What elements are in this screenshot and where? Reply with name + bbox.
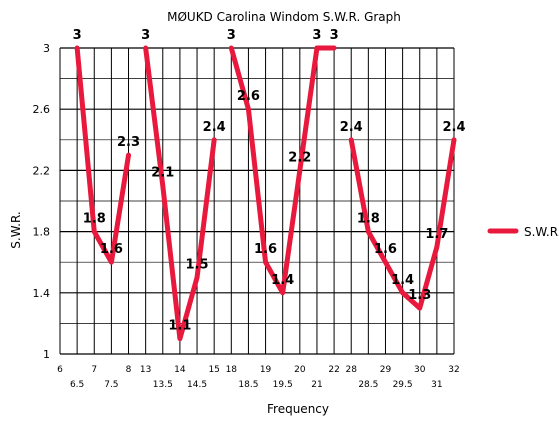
grid [59,47,455,355]
data-label: 2.3 [117,135,140,150]
y-tick-label: 1.8 [33,226,51,239]
data-label: 1.5 [186,258,209,273]
series-line-segment [348,137,457,311]
data-label: 1.4 [391,273,414,288]
data-label: 1.4 [271,273,294,288]
data-label: 3 [73,28,82,43]
x-tick-label: 20 [294,365,306,375]
series-line-segment [143,45,217,342]
y-tick-label: 2.2 [33,164,51,177]
x-tick-label: 29 [380,365,392,375]
data-label: 1.8 [83,212,106,227]
data-label: 3 [312,28,321,43]
x-tick-label: 28 [345,365,357,375]
x-tick-label: 19 [260,365,272,375]
x-tick-label: 6 [57,365,63,375]
x-tick-label: 13.5 [153,380,173,390]
x-tick-label: 7 [91,365,97,375]
x-tick-label: 14 [174,365,186,375]
data-label: 2.2 [288,150,311,165]
data-label: 1.7 [425,227,448,242]
legend: S.W.R. [487,225,559,239]
swr-series-lines [74,45,457,342]
y-tick-label: 3 [43,42,50,55]
x-tick-label: 18 [226,365,238,375]
x-tick-label: 29.5 [393,380,413,390]
series-line-segment [228,45,337,296]
data-label: 1.3 [408,288,431,303]
x-tick-label: 31 [431,380,442,390]
data-labels: 31.81.62.332.11.11.52.432.61.61.42.23 32.… [73,28,466,334]
y-tick-label: 1.4 [33,287,51,300]
x-tick-label: 19.5 [273,380,293,390]
y-tick-labels: 1 1.4 1.8 2.2 2.6 3 [33,42,51,361]
data-label: 1.6 [374,242,397,257]
data-label: 1.1 [168,319,191,334]
data-label: 2.6 [237,89,260,104]
x-tick-label: 32 [448,365,459,375]
data-label: 2.4 [340,120,363,135]
data-label: 1.6 [100,242,123,257]
series-line-segment [74,45,132,265]
x-tick-label: 13 [140,365,151,375]
data-label: 1.6 [254,242,277,257]
x-tick-label: 18.5 [238,380,258,390]
data-label: 3 [141,28,150,43]
x-tick-label: 8 [126,365,132,375]
x-tick-label: 21 [311,380,322,390]
y-tick-label: 1 [43,348,50,361]
data-label: 3 [330,28,339,43]
data-label: 3 [227,28,236,43]
x-tick-label: 22 [328,365,339,375]
x-axis-label: Frequency [267,402,329,416]
x-tick-label: 7.5 [104,380,118,390]
x-tick-label: 14.5 [187,380,207,390]
y-axis-label: S.W.R. [9,211,23,248]
data-label: 2.4 [203,120,226,135]
x-tick-label: 6.5 [70,380,84,390]
data-label: 2.1 [151,166,174,181]
x-tick-label: 15 [208,365,219,375]
data-label: 2.4 [442,120,465,135]
data-label: 1.8 [357,212,380,227]
x-tick-label: 30 [414,365,426,375]
x-tick-label: 28.5 [358,380,378,390]
y-tick-label: 2.6 [33,103,51,116]
legend-label: S.W.R. [524,225,559,239]
chart-title: MØUKD Carolina Windom S.W.R. Graph [167,10,401,24]
